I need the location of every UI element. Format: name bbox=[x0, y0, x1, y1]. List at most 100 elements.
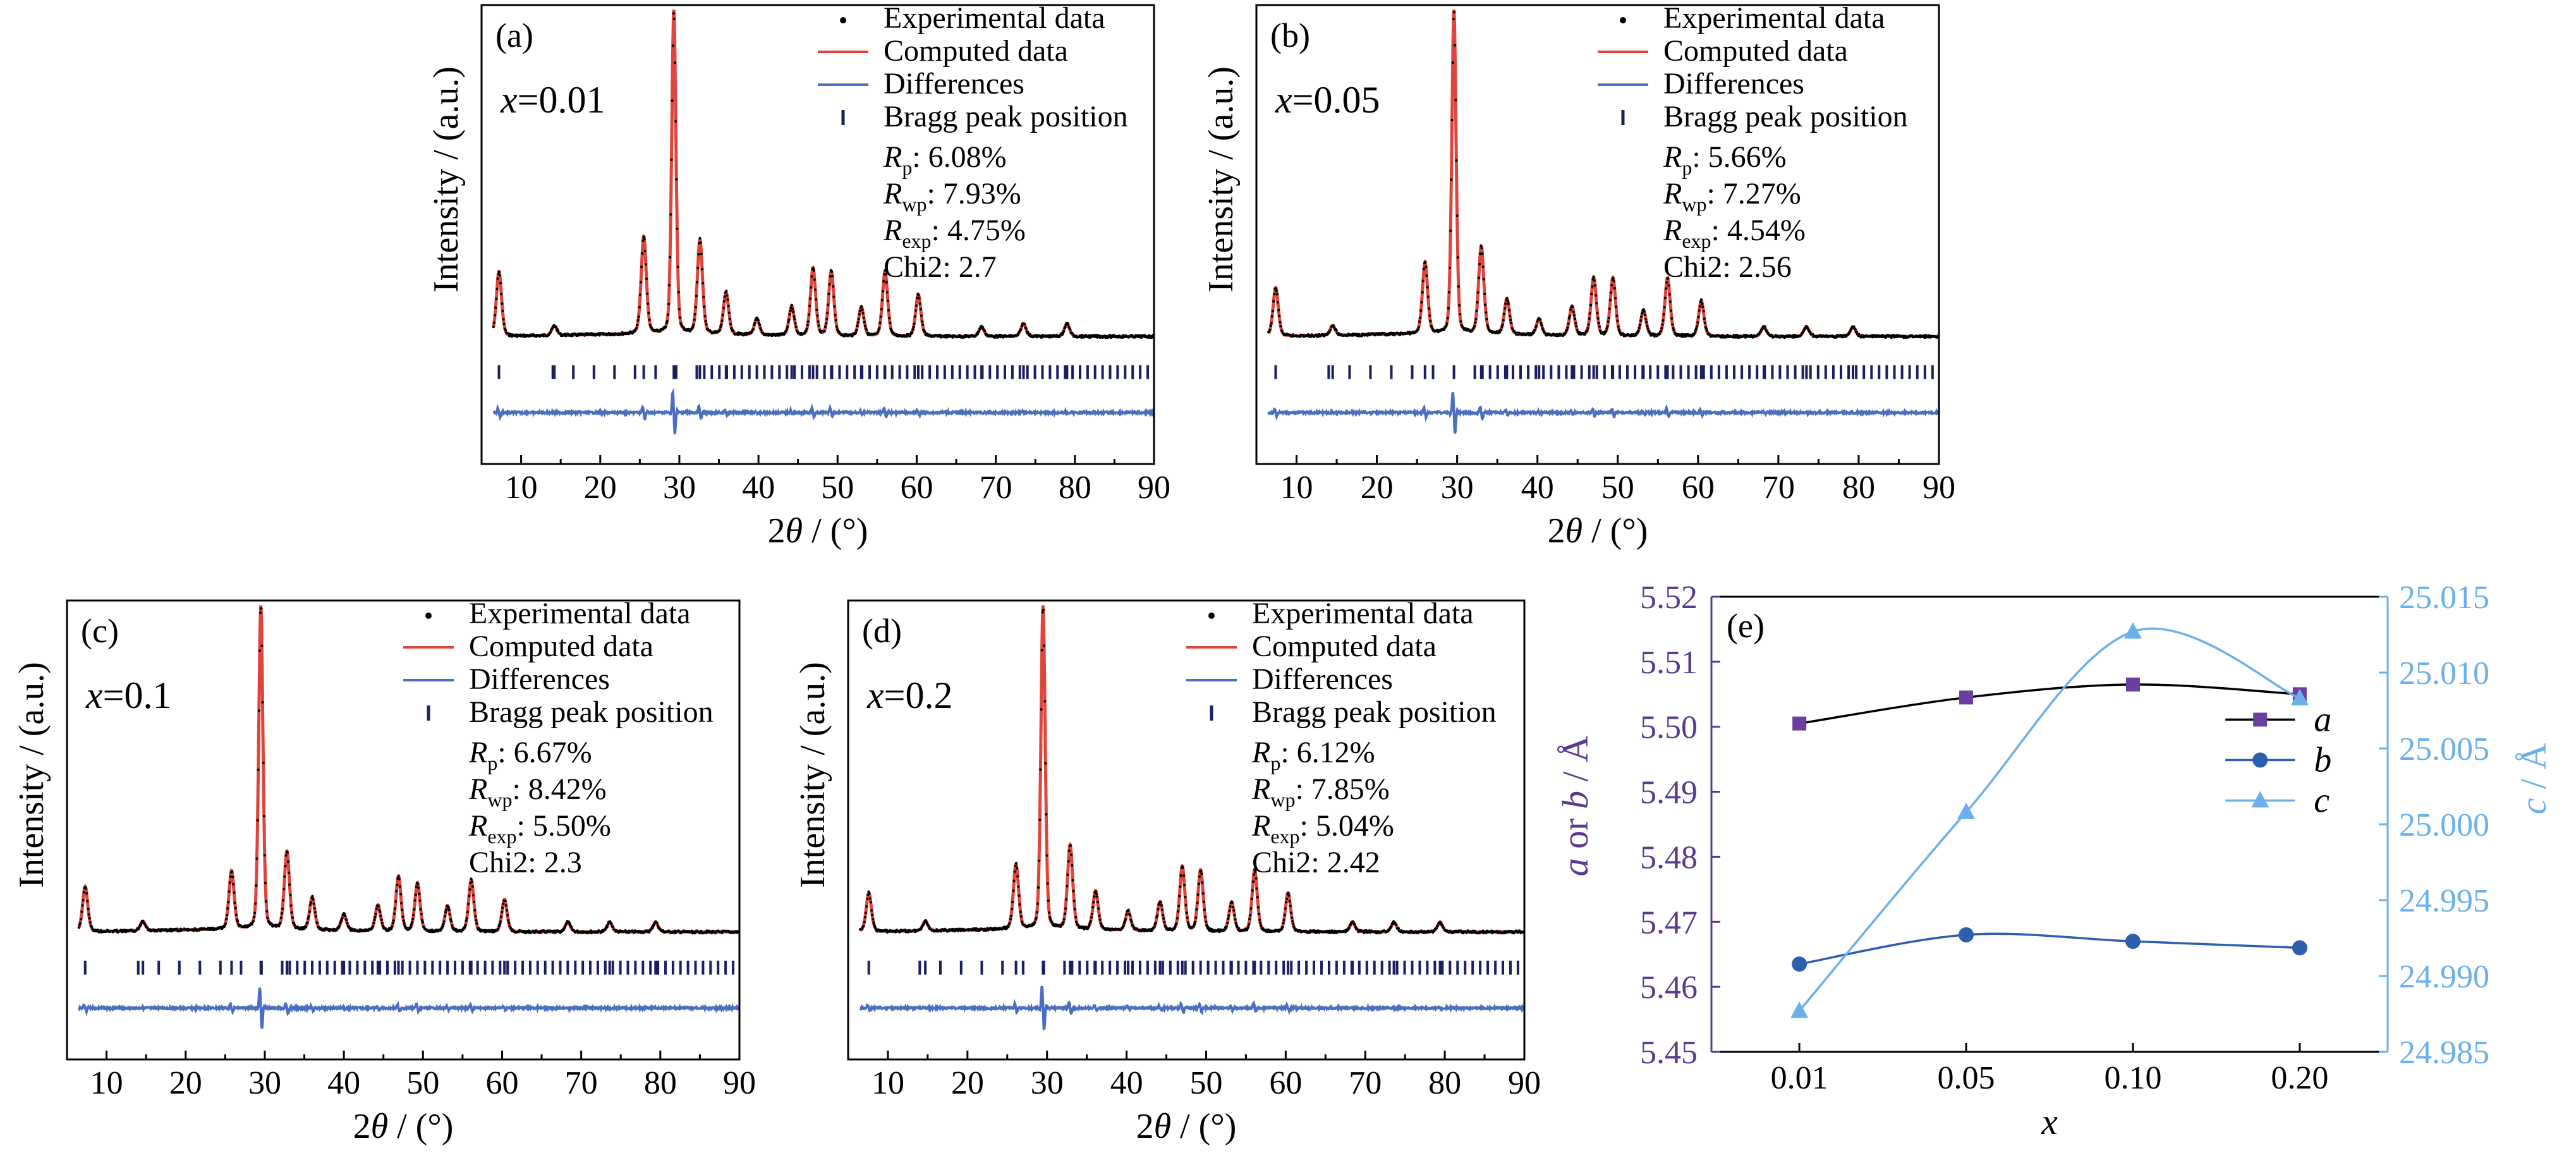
x-tick-label: 90 bbox=[1138, 470, 1170, 506]
legend-differences-label: Differences bbox=[469, 662, 610, 696]
right-tick-label: 25.015 bbox=[2399, 580, 2489, 616]
x-axis-title-theta: θ bbox=[1154, 1107, 1172, 1146]
right-axis-title-unit: / Å bbox=[2513, 743, 2554, 798]
series-a-point bbox=[1792, 716, 1807, 731]
left-tick-label: 5.52 bbox=[1640, 580, 1698, 616]
stat-symbol: R bbox=[1663, 140, 1682, 174]
refinement-stat-0: Rp: 5.66% bbox=[1663, 140, 1787, 179]
x-tick-label: 20 bbox=[584, 470, 617, 506]
legend-c-marker bbox=[2251, 791, 2269, 808]
x-tick-label: 90 bbox=[1508, 1065, 1541, 1101]
composition-value: =0.1 bbox=[103, 674, 172, 716]
stat-value: : 6.67% bbox=[497, 736, 592, 769]
y-axis-title: Intensity / (a.u.) bbox=[12, 662, 51, 888]
panel-label: (a) bbox=[495, 16, 533, 54]
legend-experimental-marker bbox=[1208, 613, 1215, 619]
series-c-point bbox=[2123, 622, 2142, 639]
refinement-stat-1: Rwp: 7.93% bbox=[883, 177, 1021, 216]
refinement-stat-0: Rp: 6.12% bbox=[1251, 736, 1375, 774]
composition-label: x=0.2 bbox=[866, 674, 952, 716]
refinement-stat-2: Rexp: 4.54% bbox=[1663, 214, 1806, 252]
stat-subscript: exp bbox=[902, 229, 931, 252]
stat-subscript: exp bbox=[487, 825, 516, 848]
stat-subscript: wp bbox=[487, 788, 512, 811]
right-axis-title: c / Å bbox=[2513, 743, 2554, 815]
legend-bragg-label: Bragg peak position bbox=[469, 695, 714, 729]
stat-subscript: wp bbox=[1270, 788, 1295, 811]
x-axis-title-unit: / (°) bbox=[1583, 511, 1648, 551]
x-tick-label: 30 bbox=[1441, 470, 1474, 506]
x-axis-title-unit: / (°) bbox=[388, 1107, 453, 1146]
stat-value: : 5.66% bbox=[1692, 140, 1786, 174]
x-tick-label: 70 bbox=[980, 470, 1012, 506]
x-tick-label: 10 bbox=[872, 1065, 904, 1101]
refinement-stat-3: Chi2: 2.7 bbox=[884, 250, 997, 284]
legend-computed-label: Computed data bbox=[1252, 630, 1437, 663]
x-tick-label: 70 bbox=[1349, 1065, 1382, 1101]
refinement-stat-1: Rwp: 7.85% bbox=[1251, 772, 1390, 811]
x-tick-label: 50 bbox=[1601, 470, 1634, 506]
x-axis-title-2: 2 bbox=[1548, 511, 1565, 551]
plot-frame bbox=[66, 599, 741, 1061]
stat-symbol: R bbox=[883, 140, 902, 174]
refinement-stat-0: Rp: 6.67% bbox=[468, 736, 592, 774]
legend-b-label: b bbox=[2314, 740, 2331, 779]
stat-subscript: p bbox=[487, 752, 497, 774]
stat-symbol: R bbox=[468, 772, 487, 806]
x-tick-label: 40 bbox=[1110, 1065, 1143, 1101]
x-tick-label: 70 bbox=[565, 1065, 598, 1101]
left-tick-label: 5.51 bbox=[1640, 645, 1698, 681]
x-axis-title: x bbox=[2041, 1101, 2058, 1142]
xrd-panel-1: 10 20 30 40 50 60 70 80 90 2θ / (°) Intensity / (a… bbox=[1201, 1, 1955, 551]
x-tick-label: 90 bbox=[1923, 470, 1955, 506]
left-tick-label: 5.49 bbox=[1640, 775, 1698, 811]
left-tick-label: 5.47 bbox=[1640, 905, 1698, 941]
right-axis-title-c: c bbox=[2513, 798, 2554, 814]
series-a-point bbox=[2125, 677, 2140, 692]
series-b-point bbox=[1959, 927, 1974, 943]
stat-value: : 5.50% bbox=[517, 809, 611, 843]
xrd-panel-2: 10 20 30 40 50 60 70 80 90 2θ / (°) Intensity / (a… bbox=[12, 597, 756, 1146]
difference-curve bbox=[1267, 392, 1940, 434]
refinement-stat-2: Rexp: 4.75% bbox=[883, 214, 1026, 252]
composition-value: =0.2 bbox=[884, 674, 953, 716]
stat-symbol: R bbox=[1251, 772, 1270, 806]
series-a-line bbox=[1799, 683, 2300, 725]
series-c-point bbox=[1957, 802, 1976, 819]
legend-c-label: c bbox=[2314, 781, 2330, 820]
lattice-panel: 5.45 5.46 5.47 5.48 5.49 5.50 5.51 5.52 24.985 24… bbox=[1555, 580, 2554, 1142]
composition-symbol: x bbox=[85, 674, 103, 716]
x-tick-label: 80 bbox=[1059, 470, 1091, 506]
x-tick-label: 60 bbox=[485, 1065, 518, 1101]
y-axis-title: Intensity / (a.u.) bbox=[793, 662, 832, 888]
x-tick-label: 20 bbox=[951, 1065, 984, 1101]
stat-value: Chi2: 2.56 bbox=[1663, 250, 1792, 284]
x-tick-label: 80 bbox=[1842, 470, 1875, 506]
legend-differences-label: Differences bbox=[1252, 662, 1393, 696]
series-c-line bbox=[1798, 627, 2300, 1012]
legend-experimental-marker bbox=[840, 17, 846, 23]
x-tick-label: 80 bbox=[1428, 1065, 1461, 1101]
series-c-point bbox=[1790, 1001, 1809, 1018]
legend-bragg-label: Bragg peak position bbox=[884, 100, 1128, 133]
left-tick-label: 5.48 bbox=[1640, 839, 1698, 875]
x-axis-title-2: 2 bbox=[353, 1107, 371, 1146]
stat-symbol: R bbox=[468, 809, 487, 843]
left-axis-title-or: or bbox=[1555, 809, 1596, 858]
y-axis-title: Intensity / (a.u.) bbox=[427, 66, 466, 293]
right-tick-label: 25.010 bbox=[2399, 656, 2489, 692]
x-tick-label: 30 bbox=[1031, 1065, 1064, 1101]
x-axis-title: 2θ / (°) bbox=[1548, 511, 1648, 551]
x-axis-title-2: 2 bbox=[1136, 1107, 1154, 1146]
x-tick-label: 50 bbox=[1189, 1065, 1222, 1101]
legend-experimental-label: Experimental data bbox=[1252, 597, 1474, 630]
refinement-stat-0: Rp: 6.08% bbox=[883, 140, 1007, 179]
experimental-data bbox=[858, 609, 1526, 935]
right-tick-label: 24.990 bbox=[2399, 959, 2489, 995]
x-axis-title-unit: / (°) bbox=[803, 511, 868, 551]
stat-symbol: R bbox=[468, 736, 487, 769]
series-b-point bbox=[1792, 956, 1807, 972]
stat-subscript: wp bbox=[902, 193, 927, 216]
difference-curve bbox=[859, 985, 1524, 1031]
difference-curve bbox=[492, 387, 1155, 435]
